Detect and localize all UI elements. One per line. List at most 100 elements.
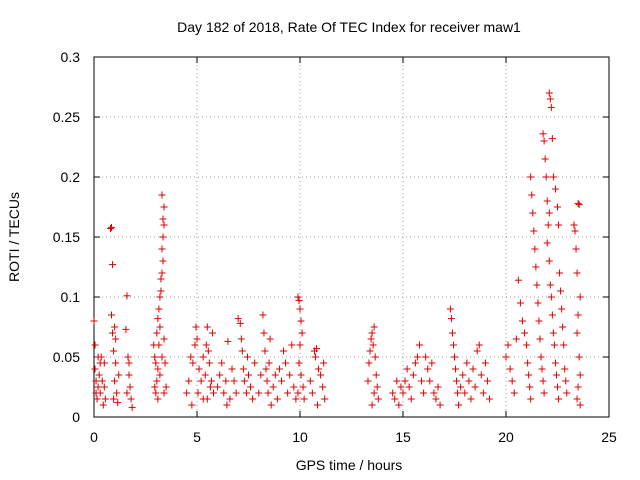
data-point: [159, 257, 167, 265]
y-tick-label: 0.15: [53, 229, 80, 245]
data-point: [557, 287, 565, 295]
data-point: [299, 383, 307, 391]
data-point: [124, 353, 132, 361]
data-point: [127, 395, 135, 403]
data-point: [251, 359, 259, 367]
data-point: [547, 293, 555, 301]
data-point: [504, 341, 512, 349]
data-point: [574, 311, 582, 319]
data-point: [92, 377, 100, 385]
data-point: [506, 365, 514, 373]
data-point: [242, 389, 250, 397]
data-point: [311, 353, 319, 361]
data-point: [154, 315, 162, 323]
data-point: [555, 221, 563, 229]
data-point: [549, 329, 557, 337]
data-point: [108, 311, 116, 319]
y-tick-labels: 0 0.05 0.1 0.15 0.2 0.25 0.3: [53, 49, 80, 425]
data-point: [574, 383, 582, 391]
data-point: [153, 377, 161, 385]
data-point: [154, 365, 162, 373]
data-point: [306, 377, 314, 385]
data-point: [312, 345, 320, 353]
data-point: [321, 395, 329, 403]
data-point: [257, 371, 265, 379]
data-point: [122, 325, 130, 333]
data-point: [545, 209, 553, 217]
data-point: [415, 341, 423, 349]
data-point: [514, 276, 522, 284]
data-point: [572, 245, 580, 253]
data-point: [237, 335, 245, 343]
data-point: [370, 389, 378, 397]
data-point: [508, 377, 516, 385]
data-point: [114, 399, 122, 407]
data-points: [90, 89, 584, 411]
data-point: [549, 173, 557, 181]
data-point: [154, 395, 162, 403]
data-point: [367, 335, 375, 343]
data-point: [502, 353, 510, 361]
data-point: [151, 383, 159, 391]
data-point: [411, 359, 419, 367]
x-tick-label: 10: [292, 429, 308, 445]
data-point: [556, 269, 564, 277]
data-point: [528, 191, 536, 199]
y-tick-label: 0.2: [61, 169, 81, 185]
data-point: [201, 371, 209, 379]
data-point: [407, 395, 415, 403]
data-point: [574, 199, 582, 207]
data-point: [475, 341, 483, 349]
data-point: [226, 395, 234, 403]
data-point: [199, 353, 207, 361]
data-point: [446, 305, 454, 313]
data-point: [486, 395, 494, 403]
data-point: [563, 389, 571, 397]
data-point: [110, 347, 118, 355]
data-point: [232, 389, 240, 397]
data-point: [543, 197, 551, 205]
data-point: [530, 227, 538, 235]
data-point: [300, 395, 308, 403]
data-point: [575, 353, 583, 361]
data-point: [536, 335, 544, 343]
data-point: [570, 221, 578, 229]
data-point: [533, 281, 541, 289]
data-point: [457, 383, 465, 391]
data-point: [209, 389, 217, 397]
data-point: [413, 353, 421, 361]
data-point: [453, 377, 461, 385]
data-point: [125, 371, 133, 379]
data-point: [216, 371, 224, 379]
data-point: [261, 347, 269, 355]
x-tick-label: 15: [395, 429, 411, 445]
data-point: [534, 299, 542, 307]
data-point: [280, 347, 288, 355]
data-point: [542, 173, 550, 181]
data-point: [295, 359, 303, 367]
data-point: [399, 389, 407, 397]
data-point: [428, 359, 436, 367]
data-point: [191, 341, 199, 349]
data-point: [156, 293, 164, 301]
data-point: [106, 225, 114, 233]
data-point: [535, 317, 543, 325]
data-point: [372, 371, 380, 379]
data-point: [537, 353, 545, 361]
data-point: [365, 359, 373, 367]
data-point: [239, 365, 247, 373]
data-point: [222, 377, 230, 385]
data-point: [448, 329, 456, 337]
data-point: [296, 341, 304, 349]
data-point: [317, 371, 325, 379]
data-point: [369, 341, 377, 349]
data-point: [97, 353, 105, 361]
data-point: [111, 323, 119, 331]
y-tick-label: 0: [72, 409, 80, 425]
data-point: [160, 221, 168, 229]
data-point: [479, 389, 487, 397]
data-point: [158, 353, 166, 361]
data-point: [269, 383, 277, 391]
chart-title: Day 182 of 2018, Rate Of TEC Index for r…: [177, 19, 521, 35]
